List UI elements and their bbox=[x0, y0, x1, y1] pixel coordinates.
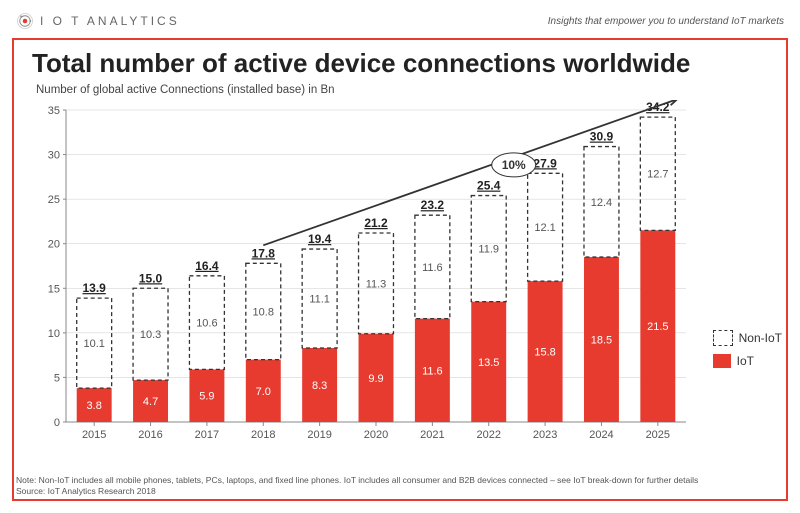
footnote-line2: Source: IoT Analytics Research 2018 bbox=[16, 486, 698, 497]
value-label-total: 19.4 bbox=[308, 232, 332, 246]
value-label-iot: 9.9 bbox=[368, 373, 383, 385]
svg-text:20: 20 bbox=[48, 239, 60, 251]
value-label-noniot: 11.3 bbox=[366, 278, 387, 290]
value-label-noniot: 12.7 bbox=[647, 169, 668, 181]
x-tick-label: 2019 bbox=[307, 429, 331, 441]
value-label-noniot: 10.3 bbox=[140, 329, 161, 341]
value-label-noniot: 10.1 bbox=[83, 338, 104, 350]
x-tick-label: 2021 bbox=[420, 429, 444, 441]
value-label-total: 13.9 bbox=[83, 281, 107, 295]
x-tick-label: 2018 bbox=[251, 429, 275, 441]
value-label-noniot: 10.8 bbox=[253, 306, 274, 318]
value-label-noniot: 11.1 bbox=[309, 294, 330, 306]
stacked-bar-chart: 051015202530353.810.113.920154.710.315.0… bbox=[36, 100, 696, 450]
tagline: Insights that empower you to understand … bbox=[548, 16, 784, 27]
page: I O T ANALYTICS Insights that empower yo… bbox=[0, 0, 800, 513]
value-label-noniot: 10.6 bbox=[196, 318, 217, 330]
logo-icon bbox=[16, 12, 34, 30]
svg-text:10: 10 bbox=[48, 328, 60, 340]
x-tick-label: 2016 bbox=[138, 429, 162, 441]
svg-text:5: 5 bbox=[54, 372, 60, 384]
value-label-noniot: 11.9 bbox=[478, 244, 499, 256]
value-label-total: 23.2 bbox=[421, 198, 445, 212]
value-label-iot: 13.5 bbox=[478, 357, 499, 369]
svg-text:25: 25 bbox=[48, 194, 60, 206]
value-label-iot: 15.8 bbox=[534, 347, 555, 359]
value-label-iot: 5.9 bbox=[199, 391, 214, 403]
legend-label-noniot: Non-IoT bbox=[739, 331, 782, 345]
value-label-total: 25.4 bbox=[477, 179, 501, 193]
logo-text: I O T ANALYTICS bbox=[40, 14, 180, 28]
x-tick-label: 2020 bbox=[364, 429, 388, 441]
value-label-noniot: 11.6 bbox=[422, 262, 443, 274]
x-tick-label: 2022 bbox=[476, 429, 500, 441]
x-tick-label: 2025 bbox=[646, 429, 670, 441]
legend-item-noniot: Non-IoT bbox=[713, 330, 782, 346]
x-tick-label: 2015 bbox=[82, 429, 106, 441]
svg-text:30: 30 bbox=[48, 150, 60, 162]
svg-text:35: 35 bbox=[48, 105, 60, 117]
value-label-iot: 21.5 bbox=[647, 321, 668, 333]
value-label-iot: 4.7 bbox=[143, 396, 158, 408]
value-label-noniot: 12.1 bbox=[534, 222, 555, 234]
value-label-total: 27.9 bbox=[533, 156, 557, 170]
chart-subtitle: Number of global active Connections (ins… bbox=[36, 84, 335, 96]
legend: Non-IoT IoT bbox=[713, 330, 782, 376]
legend-swatch-iot bbox=[713, 354, 731, 368]
svg-text:0: 0 bbox=[54, 417, 60, 429]
x-tick-label: 2024 bbox=[589, 429, 613, 441]
value-label-total: 16.4 bbox=[195, 259, 219, 273]
legend-swatch-noniot bbox=[713, 330, 733, 346]
footnote: Note: Non-IoT includes all mobile phones… bbox=[16, 475, 698, 497]
value-label-iot: 3.8 bbox=[87, 400, 102, 412]
value-label-iot: 18.5 bbox=[591, 335, 612, 347]
footnote-line1: Note: Non-IoT includes all mobile phones… bbox=[16, 475, 698, 486]
page-header: I O T ANALYTICS Insights that empower yo… bbox=[16, 8, 784, 34]
value-label-total: 17.8 bbox=[252, 246, 276, 260]
chart-title: Total number of active device connection… bbox=[32, 48, 690, 79]
svg-text:15: 15 bbox=[48, 283, 60, 295]
value-label-iot: 11.6 bbox=[422, 365, 443, 377]
legend-label-iot: IoT bbox=[737, 354, 754, 368]
value-label-total: 21.2 bbox=[364, 216, 388, 230]
value-label-iot: 8.3 bbox=[312, 380, 327, 392]
value-label-noniot: 12.4 bbox=[591, 197, 612, 209]
x-tick-label: 2017 bbox=[195, 429, 219, 441]
legend-item-iot: IoT bbox=[713, 354, 782, 368]
value-label-iot: 7.0 bbox=[256, 386, 271, 398]
value-label-total: 15.0 bbox=[139, 271, 163, 285]
trend-arrow bbox=[263, 100, 677, 245]
growth-label: 10% bbox=[502, 158, 526, 172]
brand-logo: I O T ANALYTICS bbox=[16, 12, 180, 30]
value-label-total: 30.9 bbox=[590, 130, 614, 144]
x-tick-label: 2023 bbox=[533, 429, 557, 441]
